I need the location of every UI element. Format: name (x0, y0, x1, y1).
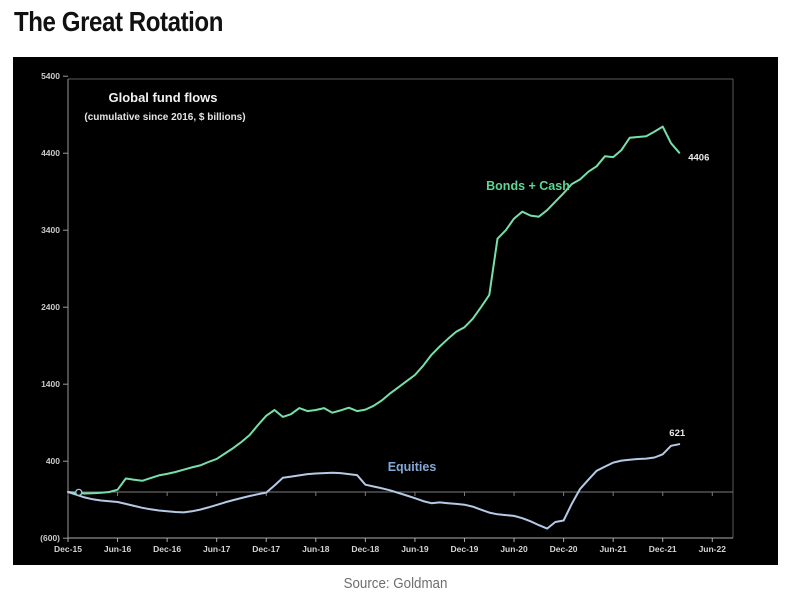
bonds-cash-end-value: 4406 (688, 153, 709, 164)
y-tick-label: 2400 (41, 302, 60, 312)
x-tick-label: Dec-18 (351, 544, 379, 554)
x-tick-label: Jun-16 (104, 544, 132, 554)
x-tick-label: Jun-21 (599, 544, 627, 554)
page-title: The Great Rotation (14, 6, 223, 37)
axes-layer: 5400 4400 3400 2400 1400 400 (600)Dec-15 Jun-16… (40, 71, 734, 554)
x-tick-label: Jun-19 (401, 544, 429, 554)
y-tick-label: 400 (46, 456, 60, 466)
bonds-cash-series-label: Bonds + Cash (486, 179, 570, 193)
chart-title: Global fund flows (108, 90, 217, 105)
fund-flows-chart: 5400 4400 3400 2400 1400 400 (600)Dec-15 Jun-16… (40, 71, 734, 554)
y-tick-label: 4400 (41, 148, 60, 158)
x-tick-label: Jun-18 (302, 544, 330, 554)
y-tick-label: 3400 (41, 225, 60, 235)
y-tick-label: 1400 (41, 379, 60, 389)
equities-end-value: 621 (669, 428, 686, 439)
x-tick-label: Dec-21 (649, 544, 677, 554)
x-tick-label: Dec-19 (451, 544, 479, 554)
bonds-cash-line (67, 125, 681, 495)
x-tick-label: Jun-17 (203, 544, 231, 554)
y-tick-label: (600) (40, 533, 60, 543)
x-tick-label: Dec-16 (153, 544, 181, 554)
x-tick-label: Dec-20 (550, 544, 578, 554)
start-point-marker (75, 488, 83, 497)
series-layer (67, 125, 681, 530)
source-attribution: Source: Goldman (343, 576, 448, 592)
y-tick-label: 5400 (41, 71, 60, 81)
x-tick-label: Jun-22 (699, 544, 727, 554)
chart-panel: 5400 4400 3400 2400 1400 400 (600) Dec-15 Jun-16… (13, 57, 778, 565)
equities-line (67, 443, 681, 530)
x-tick-label: Dec-15 (54, 544, 82, 554)
x-tick-label: Jun-20 (500, 544, 528, 554)
chart-subtitle: (cumulative since 2016, $ billions) (84, 112, 245, 123)
x-tick-label: Dec-17 (252, 544, 280, 554)
equities-series-label: Equities (388, 460, 437, 474)
